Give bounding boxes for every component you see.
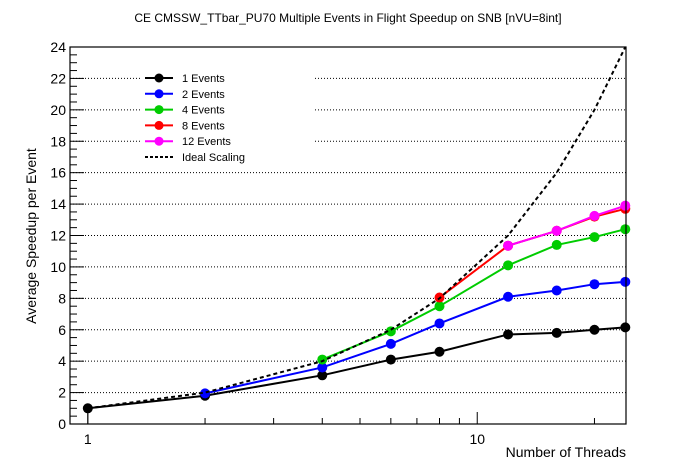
legend-label-12-events: 12 Events: [182, 136, 231, 148]
data-point-12-events: [620, 200, 631, 211]
series-line-2-events: [204, 280, 626, 395]
data-point-12-events: [503, 240, 514, 251]
y-tick-label: 14: [50, 196, 66, 212]
legend-label-ideal-scaling: Ideal Scaling: [182, 152, 245, 164]
data-point-2-events: [434, 318, 445, 329]
y-axis-title: Average Speedup per Event: [23, 148, 39, 324]
data-point-12-events: [551, 225, 562, 236]
y-tick-label: 20: [50, 102, 66, 118]
y-tick-label: 12: [50, 228, 66, 244]
data-point-2-events: [317, 362, 328, 373]
y-tick-label: 8: [58, 290, 66, 306]
legend-label-4-events: 4 Events: [182, 105, 225, 117]
series-line-ideal-scaling: [87, 46, 627, 410]
legend-marker-1-events: [154, 73, 164, 83]
y-tick-label: 0: [58, 416, 66, 432]
x-tick-label: 10: [469, 431, 485, 447]
data-point-4-events: [589, 232, 600, 243]
data-point-4-events: [317, 354, 328, 365]
y-tick-label: 6: [58, 322, 66, 338]
data-point-2-events: [200, 388, 211, 399]
data-point-4-events: [503, 260, 514, 271]
data-point-2-events: [551, 285, 562, 296]
y-tick-label: 2: [58, 385, 66, 401]
data-point-2-events: [385, 338, 396, 349]
x-axis-title: Number of Threads: [506, 444, 626, 460]
grid: [70, 77, 626, 394]
legend-marker-12-events: [154, 136, 164, 146]
data-point-12-events: [589, 210, 600, 221]
y-tick-label: 4: [58, 353, 66, 369]
legend-marker-2-events: [154, 89, 164, 99]
data-point-4-events: [620, 224, 631, 235]
y-tick-label: 24: [50, 39, 66, 55]
y-tick-label: 16: [50, 165, 66, 181]
data-point-1-events: [589, 324, 600, 335]
data-point-1-events: [385, 354, 396, 365]
legend-label-8-events: 8 Events: [182, 120, 225, 132]
chart-title: CE CMSSW_TTbar_PU70 Multiple Events in F…: [134, 11, 561, 25]
data-point-2-events: [503, 291, 514, 302]
data-point-1-events: [317, 370, 328, 381]
legend: 1 Events 2 Events 4 Events 8 Events 12 Event…: [140, 63, 315, 167]
data-point-1-events: [551, 327, 562, 338]
legend-label-1-events: 1 Events: [182, 73, 225, 85]
y-tick-label: 22: [50, 70, 66, 86]
data-point-1-events: [620, 322, 631, 333]
legend-marker-4-events: [154, 105, 164, 115]
data-point-1-events: [503, 329, 514, 340]
series-line-1-events: [87, 326, 626, 410]
y-tick-label: 10: [50, 259, 66, 275]
data-point-4-events: [551, 239, 562, 250]
data-point-1-events: [434, 346, 445, 357]
data-point-2-events: [620, 276, 631, 287]
series-layer: [82, 46, 631, 424]
data-point-4-events: [434, 301, 445, 312]
data-point-2-events: [589, 279, 600, 290]
series-line-12-events: [507, 204, 626, 247]
legend-label-2-events: 2 Events: [182, 89, 225, 101]
legend-box: [140, 63, 315, 167]
y-tick-label: 18: [50, 133, 66, 149]
legend-marker-8-events: [154, 120, 164, 130]
x-tick-label: 1: [84, 431, 92, 447]
